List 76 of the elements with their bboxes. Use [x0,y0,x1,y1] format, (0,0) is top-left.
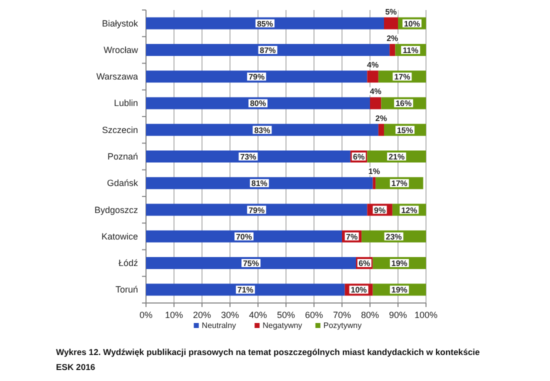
bar [146,177,373,190]
x-tick-label: 90% [388,310,408,320]
data-label: 10% [404,19,420,28]
data-label: 2% [386,34,398,43]
data-label: 19% [391,286,408,295]
y-tick-label: Białystok [102,18,138,28]
data-label: 7% [346,232,358,242]
data-label: 73% [240,152,256,162]
legend-label: Pozytywny [323,321,362,330]
data-label: 17% [394,72,410,82]
y-tick-label: Warszawa [96,72,138,82]
data-label: 11% [402,46,418,55]
bar [384,17,398,30]
x-tick-label: 10% [164,310,184,320]
data-label: 6% [358,259,370,268]
x-tick-label: 60% [304,310,324,320]
bar [146,124,378,136]
x-tick-label: 40% [248,310,268,320]
bar [370,97,382,110]
bar [146,150,350,162]
data-label: 85% [256,19,274,28]
data-label: 79% [248,206,265,215]
x-tick-label: 80% [360,310,380,320]
bar [146,70,368,83]
bar [146,97,370,110]
bar [146,204,368,216]
x-tick-label: 50% [276,310,296,320]
bar [146,230,342,242]
x-tick-label: 100% [414,310,438,320]
data-label: 2% [375,114,387,123]
legend-label: Neutralny [202,321,236,330]
data-label: 23% [386,232,402,242]
data-label: 87% [260,46,276,55]
bar [367,70,378,83]
data-label: 9% [374,206,386,215]
data-label: 70% [236,232,252,242]
data-label: 5% [385,7,397,16]
data-label: 12% [401,206,418,215]
x-tick-label: 20% [192,310,212,320]
y-tick-label: Szczecin [102,124,138,135]
bar [146,44,390,56]
data-label: 80% [250,99,266,108]
legend-label: Negatywny [262,321,302,330]
data-label: 81% [251,179,268,188]
x-tick-label: 30% [220,310,240,320]
bar [146,17,384,30]
data-label: 21% [388,152,405,162]
y-tick-label: Toruń [115,284,138,295]
y-tick-label: Łódź [118,258,138,268]
bar [146,257,356,270]
x-tick-label: 0% [139,310,153,320]
y-tick-label: Gdańsk [106,178,138,188]
text: Wykres 12. Wydźwięk publikacji prasowych na temat poszczególnych miast kandydackich w kontekście ESK 2016 [56,347,480,372]
data-label: 16% [396,99,412,108]
data-label: 19% [391,259,408,268]
bar [378,124,384,136]
y-tick-label: Poznań [107,152,138,162]
data-label: 79% [248,72,265,82]
bar [390,44,396,56]
data-label: 83% [254,126,270,135]
bar [146,284,345,296]
bar [372,177,376,190]
data-label: 1% [368,167,380,176]
data-label: 4% [370,87,382,96]
data-label: 6% [353,152,365,162]
data-label: 10% [350,286,367,295]
data-label: 4% [367,60,379,70]
data-label: 17% [391,179,408,188]
y-tick-label: Katowice [101,231,138,242]
y-tick-label: Lublin [114,98,138,108]
y-tick-label: Bydgoszcz [94,204,138,215]
x-tick-label: 70% [332,310,352,320]
data-label: 15% [396,126,414,135]
y-tick-label: Wrocław [104,44,138,55]
data-label: 71% [237,286,254,295]
data-label: 75% [242,259,260,268]
